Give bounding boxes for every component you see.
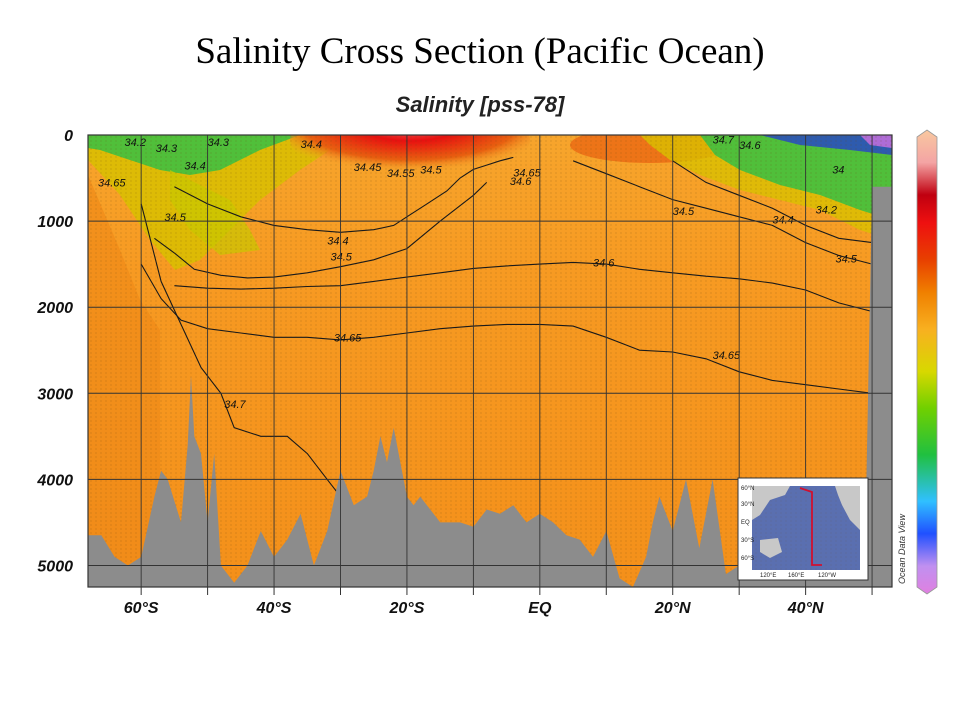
contour-line-34-4 <box>672 160 892 248</box>
x-tick-label: 20°S <box>389 600 425 617</box>
x-tick-label: 20°N <box>654 600 691 617</box>
contour-label: 34.6 <box>510 176 532 188</box>
x-tick-label: 40°N <box>787 600 824 617</box>
inset-lon-label: 160°E <box>788 573 804 579</box>
y-tick-label: 0 <box>64 128 73 145</box>
inset-land-australia <box>760 538 782 558</box>
contour-line-34-6 <box>174 261 873 313</box>
colorbar: Ocean Data View <box>897 129 938 595</box>
inset-map: 60°N 30°N EQ 30°S 60°S 120°E 160°E 120°W <box>737 477 869 581</box>
contour-label: 34.4 <box>327 235 348 247</box>
x-tick-label: EQ <box>528 600 552 617</box>
plot-frame <box>87 134 893 588</box>
contour-label: 34.3 <box>208 137 230 149</box>
contour-label: 34.65 <box>713 350 741 362</box>
contour-label: 34.5 <box>673 206 695 218</box>
contour-label: 34 <box>832 165 844 177</box>
y-tick-label: 2000 <box>36 300 73 317</box>
contour-label: 34.4 <box>184 160 205 172</box>
contour-label: 34.5 <box>164 212 186 224</box>
contour-label: 34.4 <box>301 139 322 151</box>
colorbar-label: Ocean Data View <box>897 514 907 584</box>
contour-label: 34.5 <box>420 165 442 177</box>
inset-lat-label: EQ <box>741 520 750 526</box>
contour-label: 34.55 <box>387 168 415 180</box>
contour-label: 34.5 <box>836 253 858 265</box>
contour-label: 34.45 <box>354 162 382 174</box>
inset-land-asia <box>752 486 790 520</box>
inset-lat-label: 60°S <box>741 556 754 562</box>
contour-label: 34.5 <box>331 252 353 264</box>
contour-label: 34.2 <box>125 137 146 149</box>
chart-title: Salinity [pss-78] <box>395 92 565 117</box>
contour-line-34-7 <box>140 203 341 497</box>
inset-section-track <box>799 487 822 566</box>
y-tick-label: 5000 <box>37 558 73 575</box>
y-tick-label: 4000 <box>36 472 73 489</box>
contour-label: 34.65 <box>98 178 126 190</box>
contour-label: 34.3 <box>156 143 178 155</box>
colorbar-scale <box>916 129 938 595</box>
inset-lat-label: 30°N <box>741 502 754 508</box>
inset-land-america <box>835 486 860 530</box>
contour-label: 34.6 <box>593 258 615 270</box>
slide-title: Salinity Cross Section (Pacific Ocean) <box>195 31 765 72</box>
contour-label: 34.7 <box>713 135 735 147</box>
contour-line-34-65 <box>140 263 873 394</box>
inset-lon-label: 120°E <box>760 573 776 579</box>
y-tick-label: 3000 <box>37 386 73 403</box>
x-tick-label: 60°S <box>124 600 159 617</box>
y-tick-label: 1000 <box>37 214 73 231</box>
x-tick-label: 40°S <box>256 600 292 617</box>
contour-label: 34.65 <box>334 333 362 345</box>
contour-label: 34.65 <box>513 167 541 179</box>
inset-lat-label: 30°S <box>741 538 754 544</box>
contour-label: 34.7 <box>224 399 246 411</box>
contour-label: 34.6 <box>739 140 761 152</box>
inset-lat-label: 60°N <box>741 486 754 492</box>
inset-lon-label: 120°W <box>818 573 836 579</box>
contour-label: 34.2 <box>816 204 837 216</box>
